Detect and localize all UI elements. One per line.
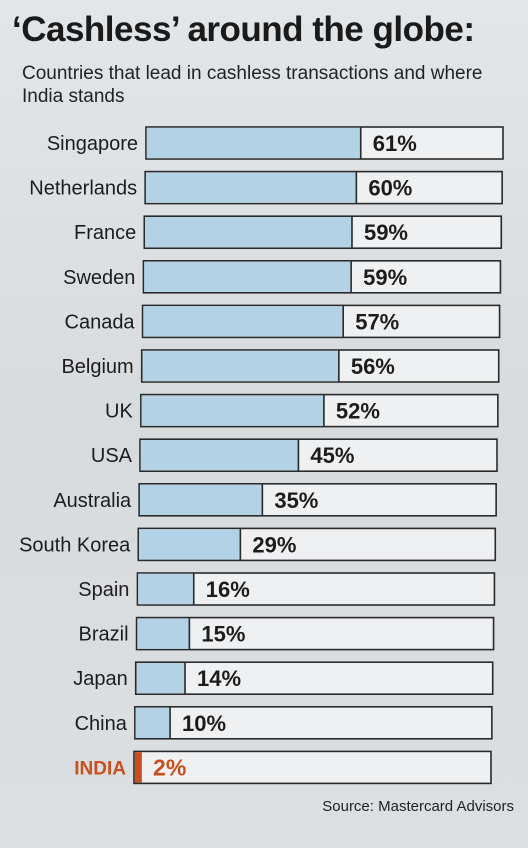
value-label-brazil: 15% <box>201 622 245 647</box>
category-label-france: France <box>74 222 136 244</box>
bar-china <box>135 707 171 738</box>
bar-brazil <box>137 618 191 649</box>
bar-belgium <box>142 350 340 382</box>
bar-frame-spain <box>136 572 496 606</box>
category-label-china: China <box>75 713 128 735</box>
bar-frame-china <box>134 705 493 740</box>
value-label-belgium: 56% <box>351 354 395 379</box>
category-label-india: INDIA <box>74 758 126 779</box>
bar-row-australia: Australia 35% <box>53 482 497 517</box>
bar-row-japan: Japan 14% <box>73 661 494 696</box>
category-label-spain: Spain <box>78 579 129 601</box>
bar-usa <box>140 440 300 471</box>
bar-row-canada: Canada 57% <box>65 304 501 339</box>
value-label-uk: 52% <box>336 399 380 424</box>
bar-row-india: INDIA 2% <box>74 750 492 785</box>
chart-title: ‘Cashless’ around the globe: <box>12 10 475 49</box>
bar-india <box>134 752 142 783</box>
bar-australia <box>139 484 264 515</box>
category-label-uk: UK <box>105 401 133 423</box>
category-label-belgium: Belgium <box>61 356 133 378</box>
bar-row-sweden: Sweden 59% <box>63 259 502 294</box>
bar-row-netherlands: Netherlands 60% <box>29 170 503 205</box>
value-label-singapore: 61% <box>373 131 417 156</box>
value-label-netherlands: 60% <box>368 176 412 201</box>
bar-france <box>145 217 353 248</box>
value-label-sweden: 59% <box>363 265 407 290</box>
value-label-usa: 45% <box>310 443 354 468</box>
bar-uk <box>141 395 325 426</box>
category-label-south-korea: South Korea <box>19 534 131 556</box>
value-label-india: 2% <box>153 754 186 780</box>
category-label-brazil: Brazil <box>79 624 129 646</box>
bar-frame-brazil <box>135 616 495 651</box>
bar-sweden <box>144 261 352 292</box>
bar-frame-japan <box>134 661 494 696</box>
source-note: Source: Mastercard Advisors <box>322 798 514 815</box>
bar-row-usa: USA 45% <box>91 438 498 473</box>
bar-row-uk: UK 52% <box>105 393 499 428</box>
bar-row-spain: Spain 16% <box>78 572 496 606</box>
bar-south-korea <box>139 529 242 560</box>
bar-singapore <box>146 127 362 159</box>
bar-canada <box>143 306 345 337</box>
bar-row-china: China 10% <box>75 705 493 740</box>
bar-japan <box>136 663 186 694</box>
category-label-canada: Canada <box>65 311 136 333</box>
value-label-australia: 35% <box>274 488 318 513</box>
value-label-france: 59% <box>364 220 408 245</box>
bar-frame-india <box>133 750 492 785</box>
category-label-netherlands: Netherlands <box>29 178 137 200</box>
value-label-south-korea: 29% <box>252 532 296 557</box>
bar-row-belgium: Belgium 56% <box>61 349 500 383</box>
category-label-usa: USA <box>91 445 133 467</box>
category-label-sweden: Sweden <box>63 267 135 289</box>
bar-spain <box>138 573 195 605</box>
value-label-japan: 14% <box>197 666 241 691</box>
bar-row-france: France 59% <box>74 215 503 249</box>
bar-row-brazil: Brazil 15% <box>79 616 495 651</box>
chart-subtitle: Countries that lead in cashless transact… <box>22 63 483 107</box>
value-label-china: 10% <box>182 711 226 736</box>
category-label-japan: Japan <box>73 668 128 690</box>
value-label-spain: 16% <box>206 577 250 602</box>
bar-row-south-korea: South Korea 29% <box>19 527 497 562</box>
value-label-canada: 57% <box>355 309 399 334</box>
category-label-singapore: Singapore <box>47 133 138 155</box>
bar-row-singapore: Singapore 61% <box>47 126 504 160</box>
category-label-australia: Australia <box>53 490 132 512</box>
bar-netherlands <box>145 172 358 203</box>
